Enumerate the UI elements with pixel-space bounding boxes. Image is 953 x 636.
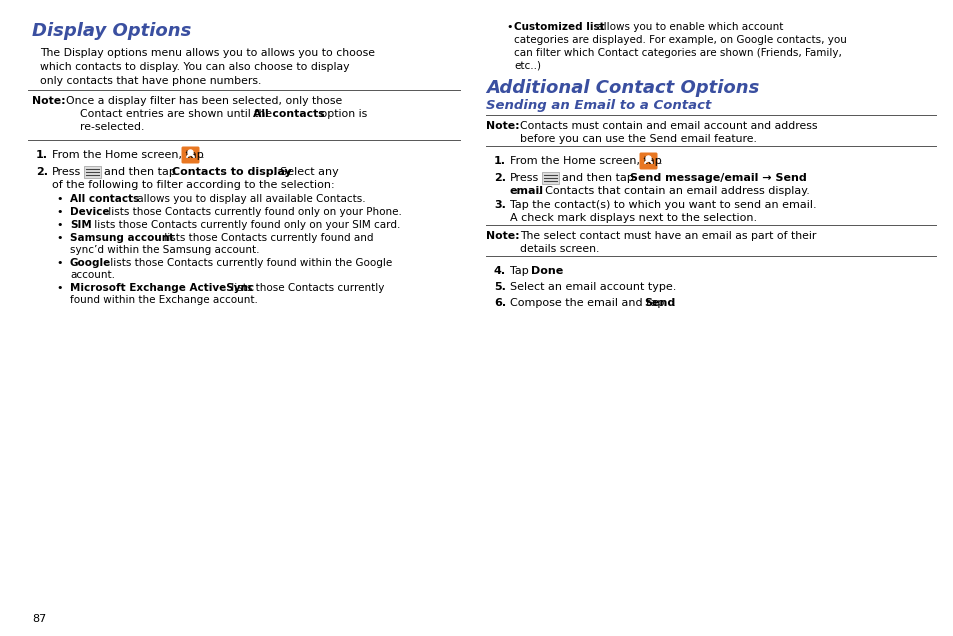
FancyBboxPatch shape bbox=[181, 146, 199, 163]
Text: 1.: 1. bbox=[36, 150, 48, 160]
Text: Contacts must contain and email account and address: Contacts must contain and email account … bbox=[519, 121, 817, 131]
Text: only contacts that have phone numbers.: only contacts that have phone numbers. bbox=[40, 76, 261, 86]
Text: All contacts: All contacts bbox=[70, 194, 139, 204]
Text: Contact entries are shown until the: Contact entries are shown until the bbox=[80, 109, 275, 119]
Text: Display Options: Display Options bbox=[32, 22, 192, 40]
Text: email: email bbox=[510, 186, 543, 196]
Text: lists those Contacts currently: lists those Contacts currently bbox=[228, 283, 384, 293]
Text: categories are displayed. For example, on Google contacts, you: categories are displayed. For example, o… bbox=[514, 35, 846, 45]
Text: 87: 87 bbox=[32, 614, 46, 624]
Text: before you can use the Send email feature.: before you can use the Send email featur… bbox=[519, 134, 756, 144]
Text: •: • bbox=[56, 233, 63, 243]
Text: Press: Press bbox=[510, 173, 538, 183]
Text: Compose the email and tap: Compose the email and tap bbox=[510, 298, 667, 308]
Text: lists those Contacts currently found only on your SIM card.: lists those Contacts currently found onl… bbox=[91, 220, 400, 230]
Text: Device: Device bbox=[70, 207, 110, 217]
Text: . Select any: . Select any bbox=[273, 167, 338, 177]
Circle shape bbox=[645, 156, 650, 161]
Text: All contacts: All contacts bbox=[253, 109, 324, 119]
Text: lists those Contacts currently found only on your Phone.: lists those Contacts currently found onl… bbox=[105, 207, 401, 217]
Text: Note:: Note: bbox=[32, 96, 66, 106]
Text: .: . bbox=[201, 150, 204, 160]
Text: From the Home screen, tap: From the Home screen, tap bbox=[52, 150, 204, 160]
Text: Press: Press bbox=[52, 167, 81, 177]
Text: lists those Contacts currently found and: lists those Contacts currently found and bbox=[161, 233, 374, 243]
Text: 2.: 2. bbox=[36, 167, 48, 177]
Text: Select an email account type.: Select an email account type. bbox=[510, 282, 676, 292]
Text: •: • bbox=[56, 220, 63, 230]
Text: sync’d within the Samsung account.: sync’d within the Samsung account. bbox=[70, 245, 259, 255]
Text: Contacts to display: Contacts to display bbox=[172, 167, 292, 177]
Text: .: . bbox=[659, 156, 662, 166]
Text: .: . bbox=[671, 298, 675, 308]
Text: 4.: 4. bbox=[494, 266, 506, 276]
Text: From the Home screen, tap: From the Home screen, tap bbox=[510, 156, 661, 166]
Text: Additional Contact Options: Additional Contact Options bbox=[485, 79, 759, 97]
FancyBboxPatch shape bbox=[84, 166, 101, 178]
Text: Note:: Note: bbox=[485, 231, 519, 241]
Text: •: • bbox=[505, 22, 512, 32]
Text: Note:: Note: bbox=[485, 121, 519, 131]
Text: SIM: SIM bbox=[70, 220, 91, 230]
Text: . Contacts that contain an email address display.: . Contacts that contain an email address… bbox=[537, 186, 809, 196]
Circle shape bbox=[188, 150, 193, 155]
Text: allows you to enable which account: allows you to enable which account bbox=[594, 22, 782, 32]
Text: Tap: Tap bbox=[510, 266, 532, 276]
FancyBboxPatch shape bbox=[541, 172, 558, 184]
Text: account.: account. bbox=[70, 270, 115, 280]
Text: Microsoft Exchange ActiveSync: Microsoft Exchange ActiveSync bbox=[70, 283, 253, 293]
Text: option is: option is bbox=[316, 109, 367, 119]
Text: lists those Contacts currently found within the Google: lists those Contacts currently found wit… bbox=[107, 258, 392, 268]
Text: Sending an Email to a Contact: Sending an Email to a Contact bbox=[485, 99, 711, 112]
Text: The select contact must have an email as part of their: The select contact must have an email as… bbox=[519, 231, 816, 241]
Text: Done: Done bbox=[531, 266, 562, 276]
Text: details screen.: details screen. bbox=[519, 244, 598, 254]
Text: found within the Exchange account.: found within the Exchange account. bbox=[70, 295, 257, 305]
Text: A check mark displays next to the selection.: A check mark displays next to the select… bbox=[510, 213, 757, 223]
Text: •: • bbox=[56, 283, 63, 293]
Text: Once a display filter has been selected, only those: Once a display filter has been selected,… bbox=[66, 96, 342, 106]
Text: of the following to filter according to the selection:: of the following to filter according to … bbox=[52, 180, 335, 190]
Text: etc..): etc..) bbox=[514, 61, 540, 71]
Text: •: • bbox=[56, 207, 63, 217]
Text: Google: Google bbox=[70, 258, 112, 268]
Text: Send: Send bbox=[643, 298, 675, 308]
Text: can filter which Contact categories are shown (Friends, Family,: can filter which Contact categories are … bbox=[514, 48, 841, 58]
Text: and then tap: and then tap bbox=[561, 173, 637, 183]
Text: 3.: 3. bbox=[494, 200, 505, 210]
Text: Send message/email → Send: Send message/email → Send bbox=[629, 173, 806, 183]
Text: Customized list: Customized list bbox=[514, 22, 604, 32]
Text: 6.: 6. bbox=[494, 298, 506, 308]
Text: and then tap: and then tap bbox=[104, 167, 179, 177]
Text: allows you to display all available Contacts.: allows you to display all available Cont… bbox=[133, 194, 365, 204]
Text: 2.: 2. bbox=[494, 173, 505, 183]
Text: The Display options menu allows you to allows you to choose: The Display options menu allows you to a… bbox=[40, 48, 375, 58]
Text: •: • bbox=[56, 258, 63, 268]
FancyBboxPatch shape bbox=[639, 153, 657, 170]
Text: .: . bbox=[558, 266, 562, 276]
Text: 1.: 1. bbox=[494, 156, 505, 166]
Text: Samsung account: Samsung account bbox=[70, 233, 174, 243]
Text: re-selected.: re-selected. bbox=[80, 122, 144, 132]
Text: •: • bbox=[56, 194, 63, 204]
Text: which contacts to display. You can also choose to display: which contacts to display. You can also … bbox=[40, 62, 349, 72]
Text: Tap the contact(s) to which you want to send an email.: Tap the contact(s) to which you want to … bbox=[510, 200, 816, 210]
Text: 5.: 5. bbox=[494, 282, 505, 292]
